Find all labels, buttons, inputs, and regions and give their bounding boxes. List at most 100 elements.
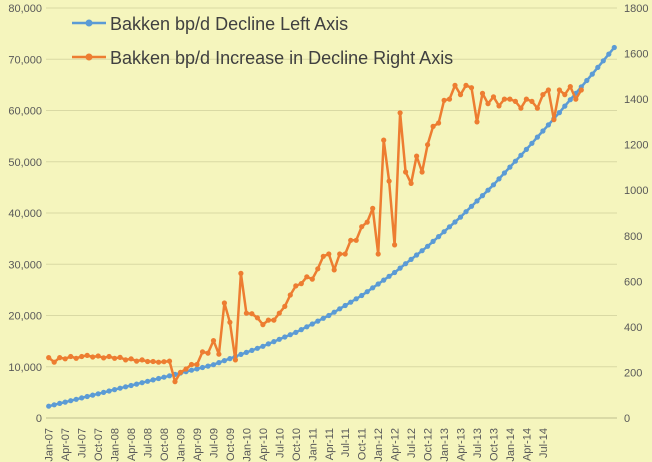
legend-label-decline: Bakken bp/d Decline Left Axis xyxy=(110,14,348,34)
data-point xyxy=(150,358,156,365)
data-point xyxy=(101,389,107,395)
data-point xyxy=(128,382,134,389)
data-point xyxy=(468,203,475,209)
data-point xyxy=(436,120,442,126)
data-point xyxy=(397,110,403,116)
right-axis-tick-label: 800 xyxy=(624,231,642,243)
left-axis-tick-label: 40,000 xyxy=(8,208,42,220)
data-point xyxy=(205,350,211,356)
data-point xyxy=(578,87,584,93)
data-point xyxy=(501,170,507,176)
gridlines xyxy=(46,7,617,419)
data-point xyxy=(381,137,387,143)
data-point xyxy=(221,300,227,306)
data-point xyxy=(227,319,233,325)
data-point xyxy=(199,364,206,371)
data-point xyxy=(276,336,282,342)
data-point xyxy=(265,317,271,323)
data-point xyxy=(139,357,145,363)
data-point xyxy=(551,117,557,123)
data-point xyxy=(309,276,315,282)
data-point xyxy=(304,324,310,330)
data-point xyxy=(112,387,118,393)
x-axis-tick-label: Oct-09 xyxy=(225,428,237,461)
data-point xyxy=(46,403,52,409)
data-point xyxy=(95,353,101,359)
data-point xyxy=(117,385,123,391)
data-point xyxy=(584,77,590,84)
data-point xyxy=(134,358,140,364)
data-point xyxy=(496,176,502,182)
data-point xyxy=(112,355,118,361)
x-axis-tick-label: Apr-10 xyxy=(258,428,270,461)
data-point xyxy=(161,359,167,365)
data-point xyxy=(172,379,178,385)
legend-item-increase: Bakken bp/d Increase in Decline Right Ax… xyxy=(72,48,453,68)
data-point xyxy=(425,243,431,249)
data-point xyxy=(123,384,129,390)
legend-swatch-increase-marker xyxy=(85,53,93,61)
data-point xyxy=(128,356,134,362)
data-point xyxy=(589,71,595,77)
right-axis-tick-label: 600 xyxy=(624,276,642,288)
data-point xyxy=(556,110,563,116)
x-axis-tick-label: Jul-07 xyxy=(77,428,89,458)
left-axis-tick-labels: 0 10,000 20,000 30,000 40,000 50,000 60,000 70,… xyxy=(8,3,42,425)
data-point xyxy=(62,356,68,362)
data-point xyxy=(446,224,453,230)
data-point xyxy=(523,146,530,152)
data-point xyxy=(595,64,601,70)
data-point xyxy=(567,84,573,90)
right-axis-tick-label: 1400 xyxy=(624,94,648,106)
data-point xyxy=(134,381,140,387)
data-point xyxy=(534,105,541,111)
data-point xyxy=(485,101,491,107)
left-axis-tick-label: 60,000 xyxy=(8,106,42,118)
x-axis-tick-label: Oct-10 xyxy=(291,428,303,461)
data-point xyxy=(287,332,293,338)
data-point xyxy=(276,310,282,316)
data-point xyxy=(611,44,617,51)
data-point xyxy=(375,281,381,287)
x-axis-tick-label: Jul-11 xyxy=(340,428,352,457)
left-axis-tick-label: 50,000 xyxy=(8,157,42,169)
data-point xyxy=(529,98,535,104)
data-point xyxy=(331,309,337,315)
data-point xyxy=(205,363,211,369)
data-point xyxy=(271,317,277,323)
data-point xyxy=(260,322,266,328)
data-point xyxy=(57,355,63,361)
data-point xyxy=(282,334,288,340)
data-point xyxy=(309,321,315,327)
x-axis-tick-label: Jan-14 xyxy=(505,428,517,462)
data-point xyxy=(419,169,425,175)
data-point xyxy=(46,355,52,361)
data-point xyxy=(166,373,173,379)
data-point xyxy=(408,256,414,262)
data-point xyxy=(194,366,200,372)
data-point xyxy=(51,359,57,365)
data-point xyxy=(364,219,370,225)
data-point xyxy=(315,318,321,324)
data-point xyxy=(446,96,453,102)
data-point xyxy=(243,349,249,355)
data-point xyxy=(166,358,173,364)
data-point xyxy=(315,266,321,272)
data-point xyxy=(567,97,573,103)
x-axis-tick-label: Oct-11 xyxy=(357,428,369,460)
data-point xyxy=(436,234,442,240)
left-axis-tick-label: 70,000 xyxy=(8,54,42,66)
data-point xyxy=(518,105,524,111)
data-point xyxy=(216,360,222,366)
data-point xyxy=(188,361,195,368)
data-point xyxy=(106,388,112,394)
data-point xyxy=(298,327,304,333)
data-point xyxy=(90,392,96,398)
data-point xyxy=(430,238,436,244)
data-point xyxy=(364,289,370,295)
legend-swatch-decline-marker xyxy=(85,19,93,27)
x-axis-tick-label: Apr-09 xyxy=(192,428,204,461)
data-point xyxy=(265,341,271,347)
data-point xyxy=(556,87,563,93)
